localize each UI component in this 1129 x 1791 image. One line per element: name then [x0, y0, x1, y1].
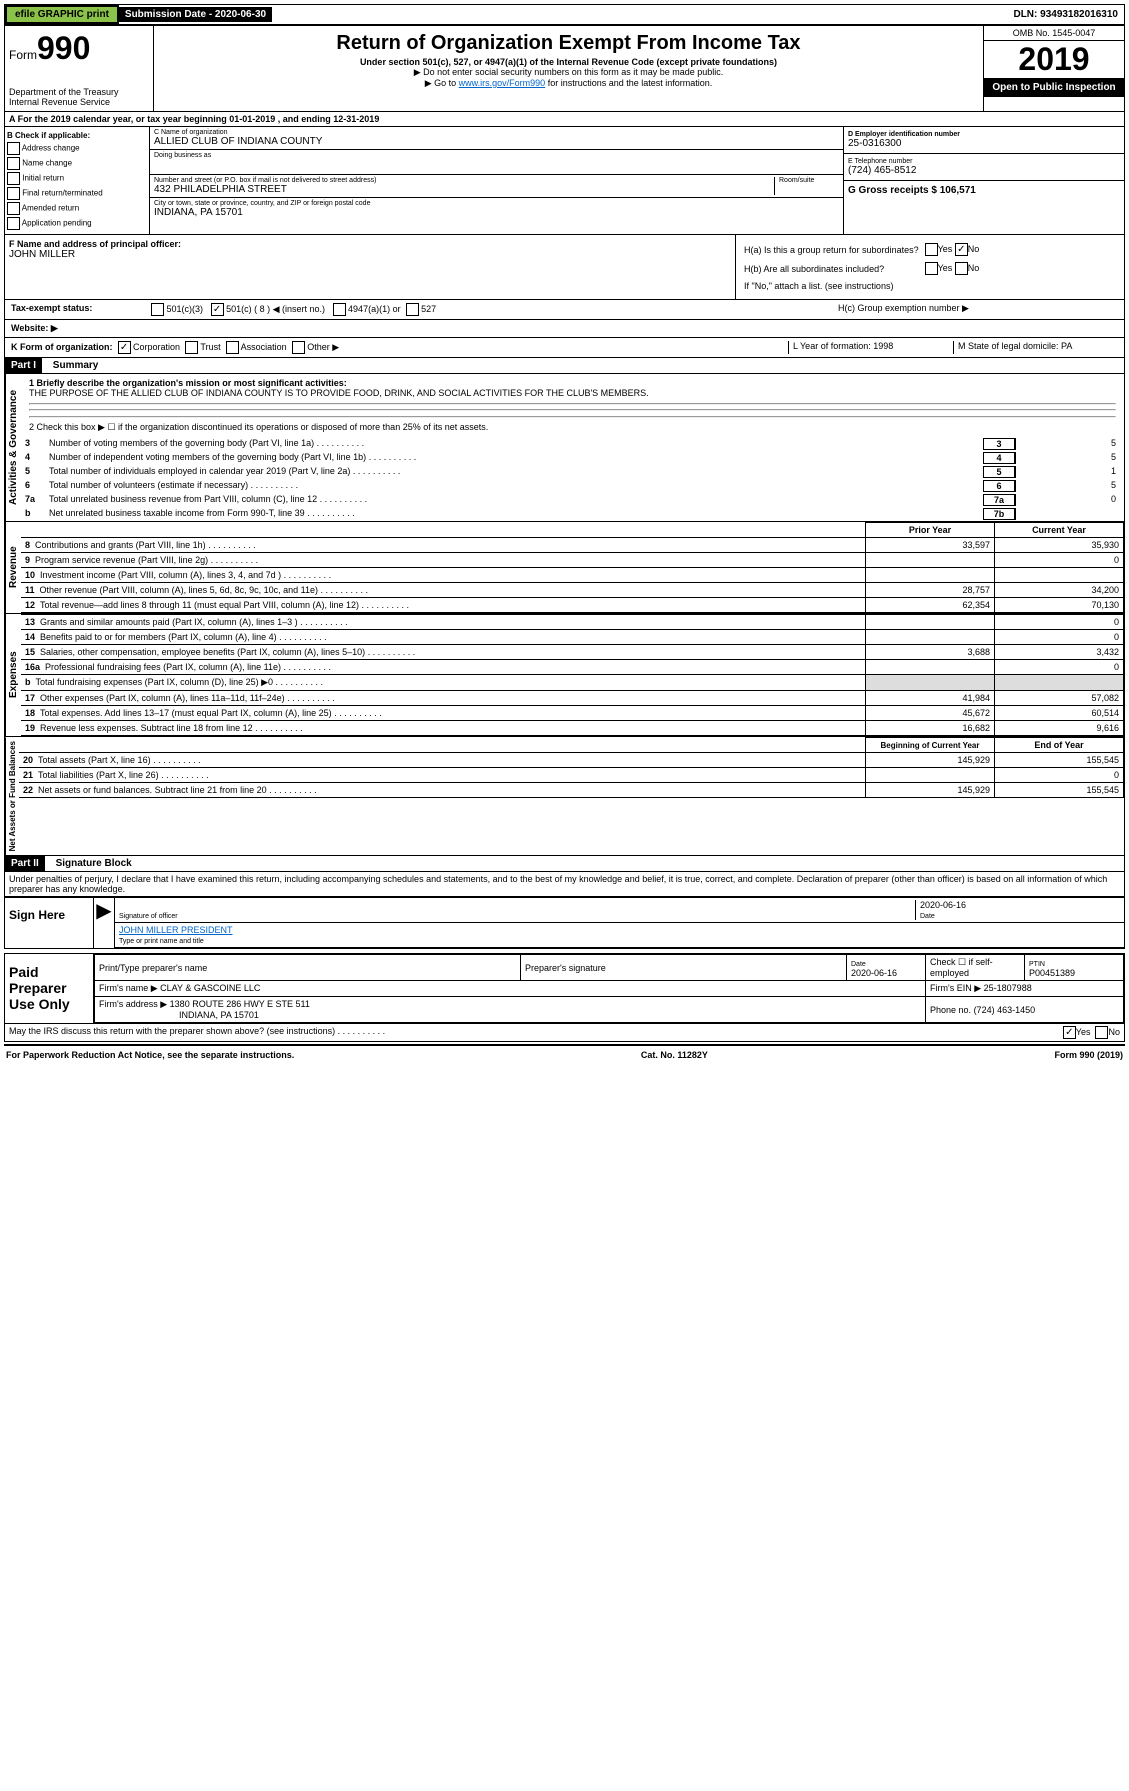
- part1-header: Part I: [5, 358, 42, 373]
- form-header: Form990 Department of the Treasury Inter…: [4, 25, 1125, 112]
- table-row: 21 Total liabilities (Part X, line 26)0: [19, 768, 1124, 783]
- paid-preparer: Paid Preparer Use Only Print/Type prepar…: [4, 953, 1125, 1024]
- year-formation: L Year of formation: 1998: [788, 341, 953, 354]
- box-b: B Check if applicable: Address change Na…: [5, 127, 150, 234]
- dln: DLN: 93493182016310: [1007, 7, 1124, 22]
- dept-treasury: Department of the Treasury: [9, 87, 149, 97]
- irs-label: Internal Revenue Service: [9, 97, 149, 107]
- table-row: 19 Revenue less expenses. Subtract line …: [21, 721, 1124, 736]
- checkbox-item[interactable]: Final return/terminated: [7, 187, 147, 200]
- note-ssn: ▶ Do not enter social security numbers o…: [158, 67, 979, 78]
- mission-text: THE PURPOSE OF THE ALLIED CLUB OF INDIAN…: [29, 388, 649, 398]
- vert-netassets: Net Assets or Fund Balances: [5, 737, 19, 855]
- table-row: 20 Total assets (Part X, line 16)145,929…: [19, 753, 1124, 768]
- org-address: 432 PHILADELPHIA STREET: [154, 184, 774, 195]
- table-row: 9 Program service revenue (Part VIII, li…: [21, 553, 1124, 568]
- section-a: A For the 2019 calendar year, or tax yea…: [4, 112, 1125, 127]
- form-subtitle: Under section 501(c), 527, or 4947(a)(1)…: [158, 57, 979, 67]
- table-row: b Total fundraising expenses (Part IX, c…: [21, 675, 1124, 691]
- checkbox-item[interactable]: Amended return: [7, 202, 147, 215]
- line-item: 6Total number of volunteers (estimate if…: [21, 479, 1124, 493]
- omb-number: OMB No. 1545-0047: [984, 26, 1124, 41]
- note-link: ▶ Go to www.irs.gov/Form990 for instruct…: [158, 78, 979, 89]
- table-row: 11 Other revenue (Part VIII, column (A),…: [21, 583, 1124, 598]
- principal-officer: JOHN MILLER: [9, 249, 731, 260]
- row-k: K Form of organization: ✓ Corporation Tr…: [4, 338, 1125, 358]
- table-row: 18 Total expenses. Add lines 13–17 (must…: [21, 706, 1124, 721]
- submission-date: Submission Date - 2020-06-30: [119, 7, 272, 22]
- table-row: 13 Grants and similar amounts paid (Part…: [21, 615, 1124, 630]
- open-public: Open to Public Inspection: [984, 78, 1124, 97]
- line-item: 3Number of voting members of the governi…: [21, 437, 1124, 451]
- vert-revenue: Revenue: [5, 522, 21, 613]
- checkbox-item[interactable]: Initial return: [7, 172, 147, 185]
- table-row: 15 Salaries, other compensation, employe…: [21, 645, 1124, 660]
- checkbox-item[interactable]: Application pending: [7, 217, 147, 230]
- sign-here: Sign Here ▶ Signature of officer 2020-06…: [4, 897, 1125, 949]
- line-item: 7aTotal unrelated business revenue from …: [21, 493, 1124, 507]
- footer: For Paperwork Reduction Act Notice, see …: [4, 1048, 1125, 1062]
- vert-governance: Activities & Governance: [5, 374, 21, 521]
- phone: (724) 465-8512: [848, 165, 1120, 176]
- tax-year: 2019: [984, 41, 1124, 78]
- line-item: 5Total number of individuals employed in…: [21, 465, 1124, 479]
- part2-header: Part II: [5, 856, 45, 871]
- table-row: 22 Net assets or fund balances. Subtract…: [19, 783, 1124, 798]
- row-tax-exempt: Tax-exempt status: 501(c)(3) ✓ 501(c) ( …: [4, 300, 1125, 320]
- row-fgh: F Name and address of principal officer:…: [4, 235, 1125, 300]
- table-row: 14 Benefits paid to or for members (Part…: [21, 630, 1124, 645]
- netassets-section: Net Assets or Fund Balances Beginning of…: [4, 737, 1125, 856]
- org-city: INDIANA, PA 15701: [154, 207, 839, 218]
- efile-button[interactable]: efile GRAPHIC print: [5, 5, 119, 24]
- ein: 25-0316300: [848, 138, 1120, 149]
- perjury-text: Under penalties of perjury, I declare th…: [4, 872, 1125, 897]
- org-name: ALLIED CLUB OF INDIANA COUNTY: [154, 136, 839, 147]
- form-label: Form: [9, 48, 37, 62]
- firm-name: CLAY & GASCOINE LLC: [160, 983, 260, 993]
- table-row: 16a Professional fundraising fees (Part …: [21, 660, 1124, 675]
- checkbox-item[interactable]: Address change: [7, 142, 147, 155]
- discuss-row: May the IRS discuss this return with the…: [4, 1024, 1125, 1042]
- box-c: C Name of organization ALLIED CLUB OF IN…: [150, 127, 844, 234]
- main-info: B Check if applicable: Address change Na…: [4, 127, 1125, 235]
- table-row: 12 Total revenue—add lines 8 through 11 …: [21, 598, 1124, 613]
- revenue-section: Revenue Prior YearCurrent Year 8 Contrib…: [4, 522, 1125, 614]
- table-row: 8 Contributions and grants (Part VIII, l…: [21, 538, 1124, 553]
- officer-name: JOHN MILLER PRESIDENT: [119, 925, 233, 935]
- checkbox-item[interactable]: Name change: [7, 157, 147, 170]
- table-row: 10 Investment income (Part VIII, column …: [21, 568, 1124, 583]
- table-row: 17 Other expenses (Part IX, column (A), …: [21, 691, 1124, 706]
- governance-section: Activities & Governance 1 Briefly descri…: [4, 374, 1125, 522]
- irs-link[interactable]: www.irs.gov/Form990: [459, 78, 546, 88]
- form-title: Return of Organization Exempt From Incom…: [158, 32, 979, 55]
- expenses-section: Expenses 13 Grants and similar amounts p…: [4, 614, 1125, 737]
- state-domicile: M State of legal domicile: PA: [953, 341, 1118, 354]
- form-number: 990: [37, 30, 90, 66]
- row-website: Website: ▶: [4, 320, 1125, 338]
- vert-expenses: Expenses: [5, 614, 21, 736]
- box-de: D Employer identification number 25-0316…: [844, 127, 1124, 234]
- line-item: 4Number of independent voting members of…: [21, 451, 1124, 465]
- gross-receipts: G Gross receipts $ 106,571: [848, 185, 1120, 196]
- line-item: bNet unrelated business taxable income f…: [21, 507, 1124, 521]
- top-bar: efile GRAPHIC print Submission Date - 20…: [4, 4, 1125, 25]
